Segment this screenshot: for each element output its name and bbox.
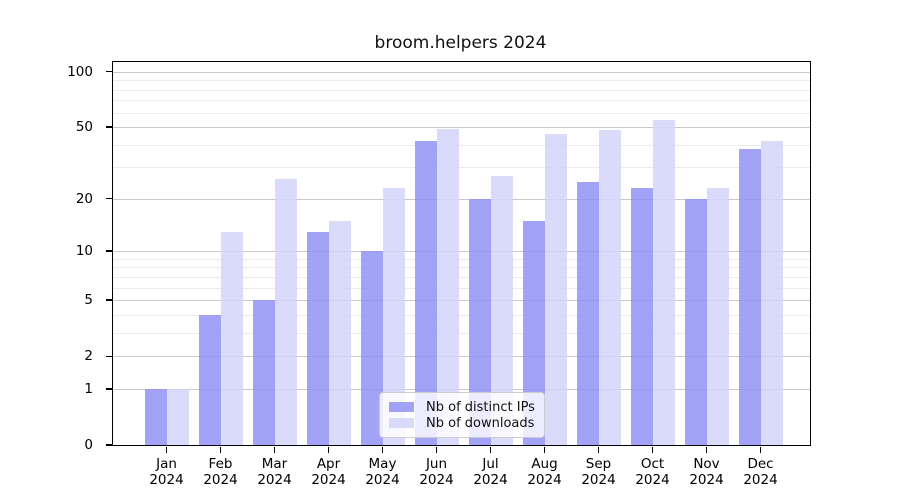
bar-distinct-ips-feb (198, 314, 221, 445)
legend: Nb of distinct IPs Nb of downloads (379, 392, 545, 438)
x-axis-tick-label: Jun 2024 (419, 456, 454, 488)
y-axis-tick-label: 50 (75, 119, 93, 135)
x-axis-tick-label: Sep 2024 (581, 456, 616, 488)
bar-downloads-apr (328, 220, 351, 445)
gridline-major (113, 388, 810, 390)
gridline-major (113, 251, 810, 253)
gridline-minor (113, 167, 810, 169)
x-axis-tick (489, 447, 492, 453)
x-axis-tick (651, 447, 654, 453)
x-axis-tick-label: Apr 2024 (311, 456, 346, 488)
gridline-minor (113, 276, 810, 278)
x-axis-tick (705, 447, 708, 453)
x-axis-tick (327, 447, 330, 453)
y-axis-tick (106, 388, 112, 390)
x-axis-tick-label: Nov 2024 (689, 456, 724, 488)
y-axis-tick-label: 10 (75, 243, 93, 260)
x-axis-tick (165, 447, 168, 453)
x-axis-tick-label: Aug 2024 (527, 456, 562, 488)
bar-distinct-ips-aug (522, 220, 545, 445)
y-axis-tick (106, 250, 112, 252)
gridline-major (113, 71, 810, 73)
x-axis-tick-label: Feb 2024 (203, 456, 238, 488)
plot-area: 0 1 2 5 10 20 50 100 Jan 2024 Feb 2024 Mar 2024 Apr 202… (67, 61, 811, 488)
x-axis-tick-label: Jan 2024 (149, 456, 184, 488)
bar-downloads-may (382, 188, 405, 445)
gridline-minor (113, 332, 810, 334)
x-axis-tick-label: Oct 2024 (635, 456, 670, 488)
x-axis-tick (543, 447, 546, 453)
gridline-major (113, 127, 810, 128)
y-axis-tick (106, 299, 112, 301)
bar-downloads-oct (652, 119, 675, 445)
y-axis-tick (106, 355, 112, 357)
bar-distinct-ips-mar (252, 300, 275, 445)
y-axis-tick-label: 100 (67, 63, 93, 80)
bar-downloads-dec (760, 140, 783, 445)
x-axis-tick (435, 447, 438, 453)
y-axis-tick-label: 1 (84, 380, 93, 397)
bar-downloads-nov (706, 188, 729, 445)
bar-distinct-ips-apr (306, 231, 329, 445)
bar-distinct-ips-oct (630, 188, 653, 445)
x-axis-tick (273, 447, 276, 453)
gridline-minor (113, 258, 810, 260)
y-axis-tick (106, 444, 112, 446)
bar-downloads-feb (220, 231, 243, 445)
bar-downloads-sep (598, 130, 621, 445)
x-axis-tick (381, 447, 384, 453)
gridline-major (113, 356, 810, 358)
gridline-minor (113, 144, 810, 146)
x-axis-tick (219, 447, 222, 453)
bar-distinct-ips-sep (576, 181, 599, 445)
bar-distinct-ips-nov (684, 198, 707, 445)
y-axis-tick (106, 198, 112, 200)
y-axis-tick-label: 5 (84, 292, 93, 309)
gridline-minor (113, 314, 810, 316)
y-axis-tick (106, 71, 112, 73)
x-axis-tick (597, 447, 600, 453)
y-axis-tick-label: 20 (75, 190, 93, 207)
gridline-minor (113, 287, 810, 289)
gridline-major (113, 198, 810, 200)
legend-label-downloads: Nb of downloads (426, 415, 535, 431)
gridline-major (113, 300, 810, 302)
bar-downloads-mar (274, 178, 297, 445)
x-axis-tick-label: Mar 2024 (257, 456, 292, 488)
bar-downloads-jul (490, 175, 513, 445)
legend-swatch-distinct-ips (389, 402, 414, 412)
bar-downloads-jun (436, 128, 459, 445)
y-axis-tick-label: 0 (84, 437, 93, 453)
legend-row-distinct-ips: Nb of distinct IPs (389, 399, 535, 415)
legend-swatch-downloads (389, 418, 414, 428)
x-axis-tick-label: Dec 2024 (743, 456, 778, 488)
gridline-minor (113, 100, 810, 102)
chart-title: broom.helpers 2024 (374, 33, 547, 53)
y-axis-tick (106, 126, 112, 128)
gridline-minor (113, 80, 810, 82)
bar-downloads-aug (544, 133, 567, 445)
legend-row-downloads: Nb of downloads (389, 415, 535, 431)
y-axis-tick-label: 2 (84, 348, 93, 365)
gridline-minor (113, 267, 810, 269)
bar-distinct-ips-dec (738, 148, 761, 445)
gridline-minor (113, 112, 810, 114)
bar-distinct-ips-may (360, 251, 383, 445)
x-axis-tick (759, 447, 762, 453)
gridline-minor (113, 89, 810, 91)
bar-distinct-ips-jan (144, 388, 167, 445)
bar-distinct-ips-jun (414, 140, 437, 445)
x-axis-tick-label: Jul 2024 (473, 456, 508, 488)
bar-distinct-ips-jul (468, 198, 491, 445)
bar-downloads-jan (166, 388, 189, 445)
x-axis-tick-label: May 2024 (365, 456, 400, 488)
legend-label-distinct-ips: Nb of distinct IPs (426, 399, 535, 415)
